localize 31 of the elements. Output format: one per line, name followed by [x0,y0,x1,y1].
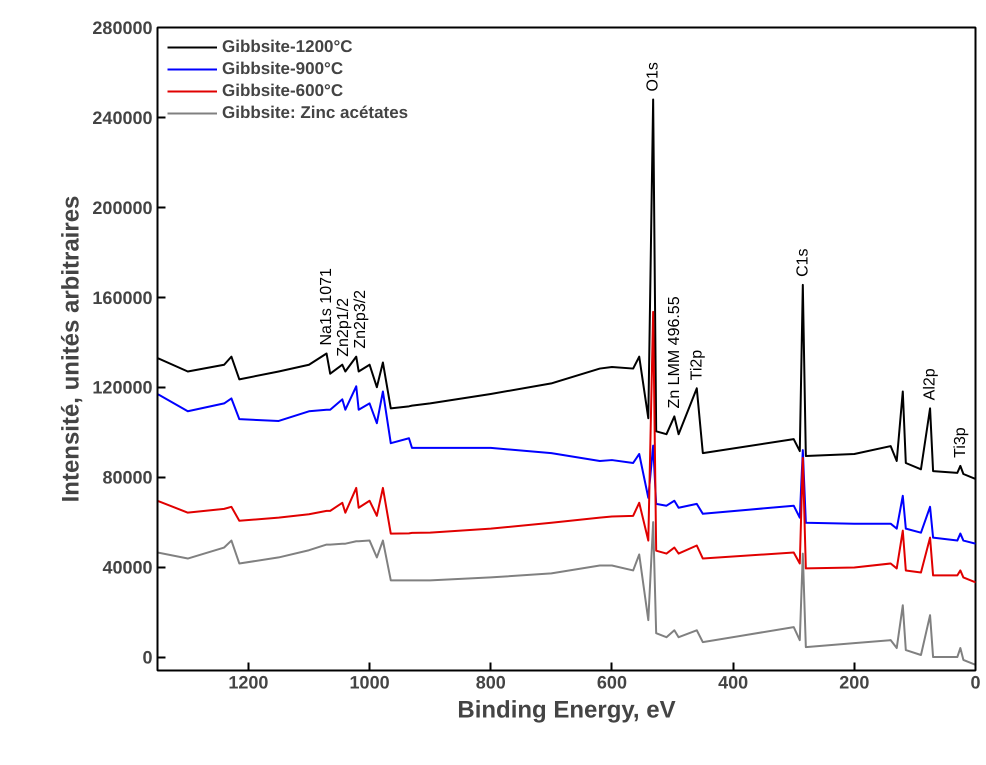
y-tick-label: 120000 [92,378,153,398]
y-tick-label: 160000 [92,288,153,308]
x-tick-label: 200 [839,672,870,692]
x-axis-title: Binding Energy, eV [457,696,676,724]
legend-label: Gibbsite: Zinc acétates [222,103,408,123]
annotation: Al2p [922,368,939,400]
y-tick-label: 80000 [102,468,153,488]
y-tick-label: 0 [142,648,153,668]
x-tick-label: 600 [596,672,627,692]
legend-label: Gibbsite-1200°C [222,37,353,57]
annotation: Zn2p3/2 [352,290,370,349]
y-tick-label: 240000 [92,108,153,128]
line-series [158,521,976,666]
annotation: Ti3p [952,427,969,458]
legend-label: Gibbsite-600°C [222,81,344,101]
legend-label: Gibbsite-900°C [222,59,344,79]
annotation: C1s [794,248,812,277]
y-axis-title: Intensité, unités arbitraires [57,196,84,502]
y-tick-label: 280000 [92,18,153,38]
y-tick-label: 200000 [92,198,153,218]
annotation: O1s [644,62,662,92]
annotation: Na1s 1071 [318,268,336,346]
x-tick-label: 400 [718,672,748,692]
x-tick-label: 800 [476,672,506,692]
annotation: Zn2p1/2 [335,298,352,357]
y-tick-label: 40000 [102,558,153,578]
x-tick-label: 1200 [228,672,268,692]
x-tick-label: 0 [970,672,981,692]
x-tick-label: 1000 [350,672,390,692]
annotation: Ti2p [688,350,706,380]
annotation: Zn LMM 496.55 [666,296,683,408]
